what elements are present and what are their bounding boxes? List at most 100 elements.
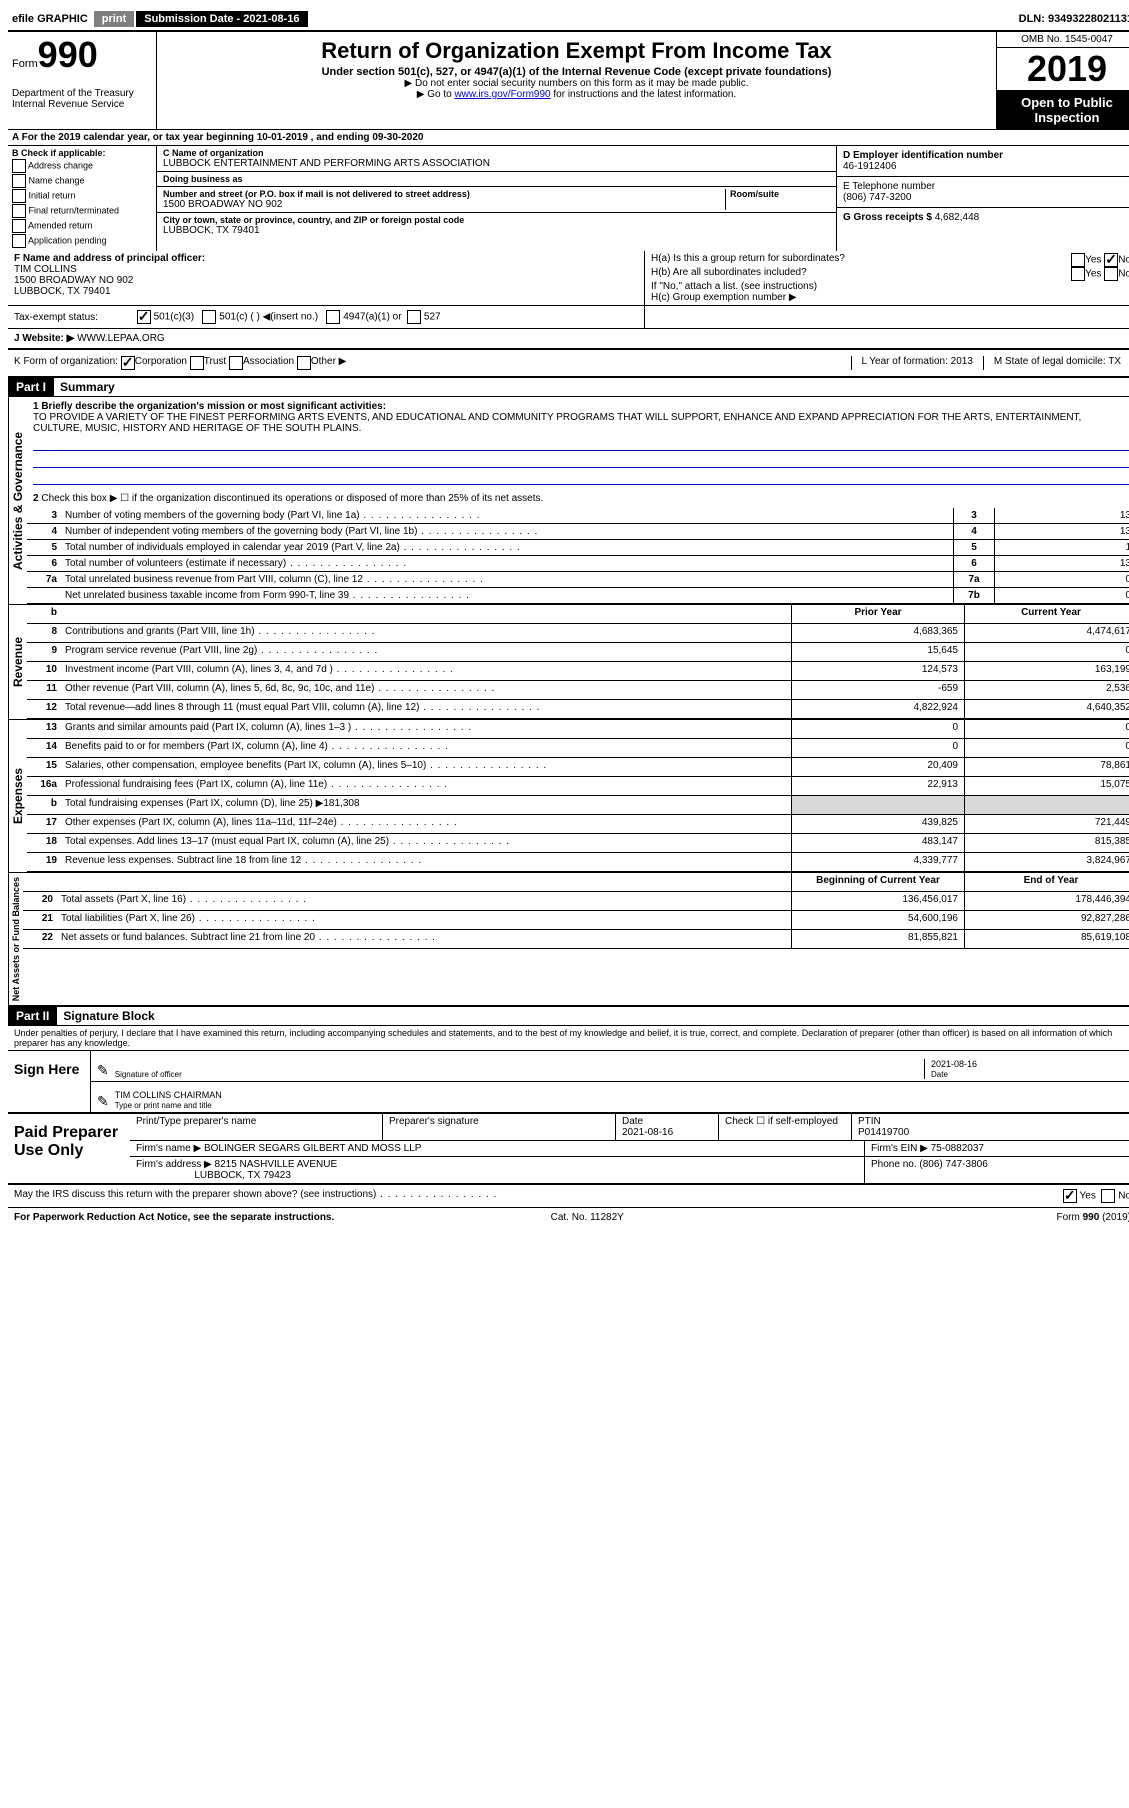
sign-here: Sign Here	[8, 1051, 90, 1112]
gov-row: 6Total number of volunteers (estimate if…	[27, 556, 1129, 572]
chk-corp[interactable]	[121, 356, 135, 370]
phone: (806) 747-3806	[919, 1159, 987, 1170]
gov-row: Net unrelated business taxable income fr…	[27, 588, 1129, 604]
form-990-2019: Form 990 (2019)	[1057, 1212, 1129, 1223]
prep-sig-lbl: Preparer's signature	[389, 1116, 479, 1127]
ha-no[interactable]	[1104, 253, 1118, 267]
paperwork-row: For Paperwork Reduction Act Notice, see …	[8, 1208, 1129, 1227]
net-row: 21Total liabilities (Part X, line 26)54,…	[23, 911, 1129, 930]
chk-initial[interactable]	[12, 189, 26, 203]
exp-row: 19Revenue less expenses. Subtract line 1…	[27, 853, 1129, 872]
form-number: 990	[38, 34, 98, 75]
paid-preparer-block: Paid Preparer Use Only Print/Type prepar…	[8, 1113, 1129, 1185]
hb-yes[interactable]	[1071, 267, 1085, 281]
sig-officer-lbl: Signature of officer	[115, 1070, 182, 1079]
k-label: K Form of organization:	[14, 356, 118, 370]
ptin-lbl: PTIN	[858, 1116, 881, 1127]
ein: 46-1912406	[843, 161, 896, 172]
gov-row: 7aTotal unrelated business revenue from …	[27, 572, 1129, 588]
date-lbl: Date	[931, 1070, 948, 1079]
print-button[interactable]: print	[94, 11, 134, 27]
gov-row: 4Number of independent voting members of…	[27, 524, 1129, 540]
tel: (806) 747-3200	[843, 192, 911, 203]
addr-street: 1500 BROADWAY NO 902	[163, 199, 725, 210]
officer-name: TIM COLLINS	[14, 264, 77, 275]
firm-name-lbl: Firm's name ▶	[136, 1143, 201, 1154]
revenue-block: Revenue b Prior Year Current Year 8Contr…	[8, 605, 1129, 720]
tax-status-label: Tax-exempt status:	[14, 312, 134, 323]
form-prefix: Form	[12, 58, 38, 70]
cat-no: Cat. No. 11282Y	[551, 1212, 624, 1223]
netassets-block: Net Assets or Fund Balances Beginning of…	[8, 873, 1129, 1007]
exp-row: 16aProfessional fundraising fees (Part I…	[27, 777, 1129, 796]
vlabel-revenue: Revenue	[8, 605, 27, 719]
rev-row: 8Contributions and grants (Part VIII, li…	[27, 624, 1129, 643]
hb-note: If "No," attach a list. (see instruction…	[651, 281, 1129, 292]
part2-header: Part II	[8, 1007, 57, 1025]
form-title: Return of Organization Exempt From Incom…	[161, 38, 992, 64]
gov-row: 5Total number of individuals employed in…	[27, 540, 1129, 556]
chk-527[interactable]	[407, 310, 421, 324]
sig-date: 2021-08-16	[931, 1059, 977, 1069]
line2: Check this box ▶ ☐ if the organization d…	[41, 493, 543, 504]
vlabel-expenses: Expenses	[8, 720, 27, 872]
hc-label: H(c) Group exemption number ▶	[651, 292, 1129, 303]
chk-501c[interactable]	[202, 310, 216, 324]
tax-year: 2019	[997, 48, 1129, 91]
submission-date: Submission Date - 2021-08-16	[136, 11, 307, 27]
chk-name[interactable]	[12, 174, 26, 188]
form-header: Form990 Department of the Treasury Inter…	[8, 32, 1129, 130]
instr-goto-pre: ▶ Go to	[417, 89, 455, 100]
chk-assoc[interactable]	[229, 356, 243, 370]
ha-yes[interactable]	[1071, 253, 1085, 267]
m-state: M State of legal domicile: TX	[983, 356, 1129, 370]
discuss-yes[interactable]	[1063, 1189, 1077, 1203]
instr-ssn: ▶ Do not enter social security numbers o…	[161, 78, 992, 89]
exp-row: 17Other expenses (Part IX, column (A), l…	[27, 815, 1129, 834]
gross-label: G Gross receipts $	[843, 212, 932, 223]
declaration: Under penalties of perjury, I declare th…	[8, 1026, 1129, 1050]
tax-status-row: Tax-exempt status: 501(c)(3) 501(c) ( ) …	[8, 306, 1129, 329]
chk-501c3[interactable]	[137, 310, 151, 324]
website-label: J Website: ▶	[14, 333, 74, 344]
omb-number: OMB No. 1545-0047	[997, 32, 1129, 48]
chk-4947[interactable]	[326, 310, 340, 324]
city-val: LUBBOCK, TX 79401	[163, 225, 830, 236]
firm-name: BOLINGER SEGARS GILBERT AND MOSS LLP	[204, 1143, 421, 1154]
ha-label: H(a) Is this a group return for subordin…	[651, 253, 845, 267]
instr-link[interactable]: www.irs.gov/Form990	[454, 89, 550, 100]
prior-year-head: Prior Year	[791, 605, 964, 623]
discuss-no[interactable]	[1101, 1189, 1115, 1203]
hb-no[interactable]	[1104, 267, 1118, 281]
dba-label: Doing business as	[163, 174, 830, 184]
current-year-head: Current Year	[964, 605, 1129, 623]
exp-row: 18Total expenses. Add lines 13–17 (must …	[27, 834, 1129, 853]
chk-other[interactable]	[297, 356, 311, 370]
expenses-block: Expenses 13Grants and similar amounts pa…	[8, 720, 1129, 873]
open-public-2: Inspection	[1001, 110, 1129, 125]
officer-printed: TIM COLLINS CHAIRMAN	[115, 1090, 222, 1100]
rev-row: 12Total revenue—add lines 8 through 11 (…	[27, 700, 1129, 719]
section-bcdeg: B Check if applicable: Address change Na…	[8, 146, 1129, 251]
part1-title: Summary	[54, 378, 121, 396]
chk-amended[interactable]	[12, 219, 26, 233]
bocy-head: Beginning of Current Year	[791, 873, 964, 891]
chk-address[interactable]	[12, 159, 26, 173]
chk-final[interactable]	[12, 204, 26, 218]
mission-text: TO PROVIDE A VARIETY OF THE FINEST PERFO…	[33, 412, 1081, 434]
part2-header-row: Part II Signature Block	[8, 1007, 1129, 1026]
eoy-head: End of Year	[964, 873, 1129, 891]
officer-addr2: LUBBOCK, TX 79401	[14, 286, 111, 297]
dept-treasury: Department of the Treasury Internal Reve…	[12, 88, 152, 110]
print-name-lbl: Print/Type preparer's name	[136, 1116, 256, 1127]
governance-block: Activities & Governance 1 Briefly descri…	[8, 397, 1129, 605]
sign-here-block: Sign Here ✎ Signature of officer 2021-08…	[8, 1050, 1129, 1113]
klm-row: K Form of organization: Corporation Trus…	[8, 350, 1129, 378]
top-bar: efile GRAPHIC print Submission Date - 20…	[8, 8, 1129, 32]
gov-row: 3Number of voting members of the governi…	[27, 508, 1129, 524]
exp-row: 14Benefits paid to or for members (Part …	[27, 739, 1129, 758]
discuss-row: May the IRS discuss this return with the…	[8, 1185, 1129, 1208]
hb-label: H(b) Are all subordinates included?	[651, 267, 807, 281]
chk-trust[interactable]	[190, 356, 204, 370]
chk-pending[interactable]	[12, 234, 26, 248]
